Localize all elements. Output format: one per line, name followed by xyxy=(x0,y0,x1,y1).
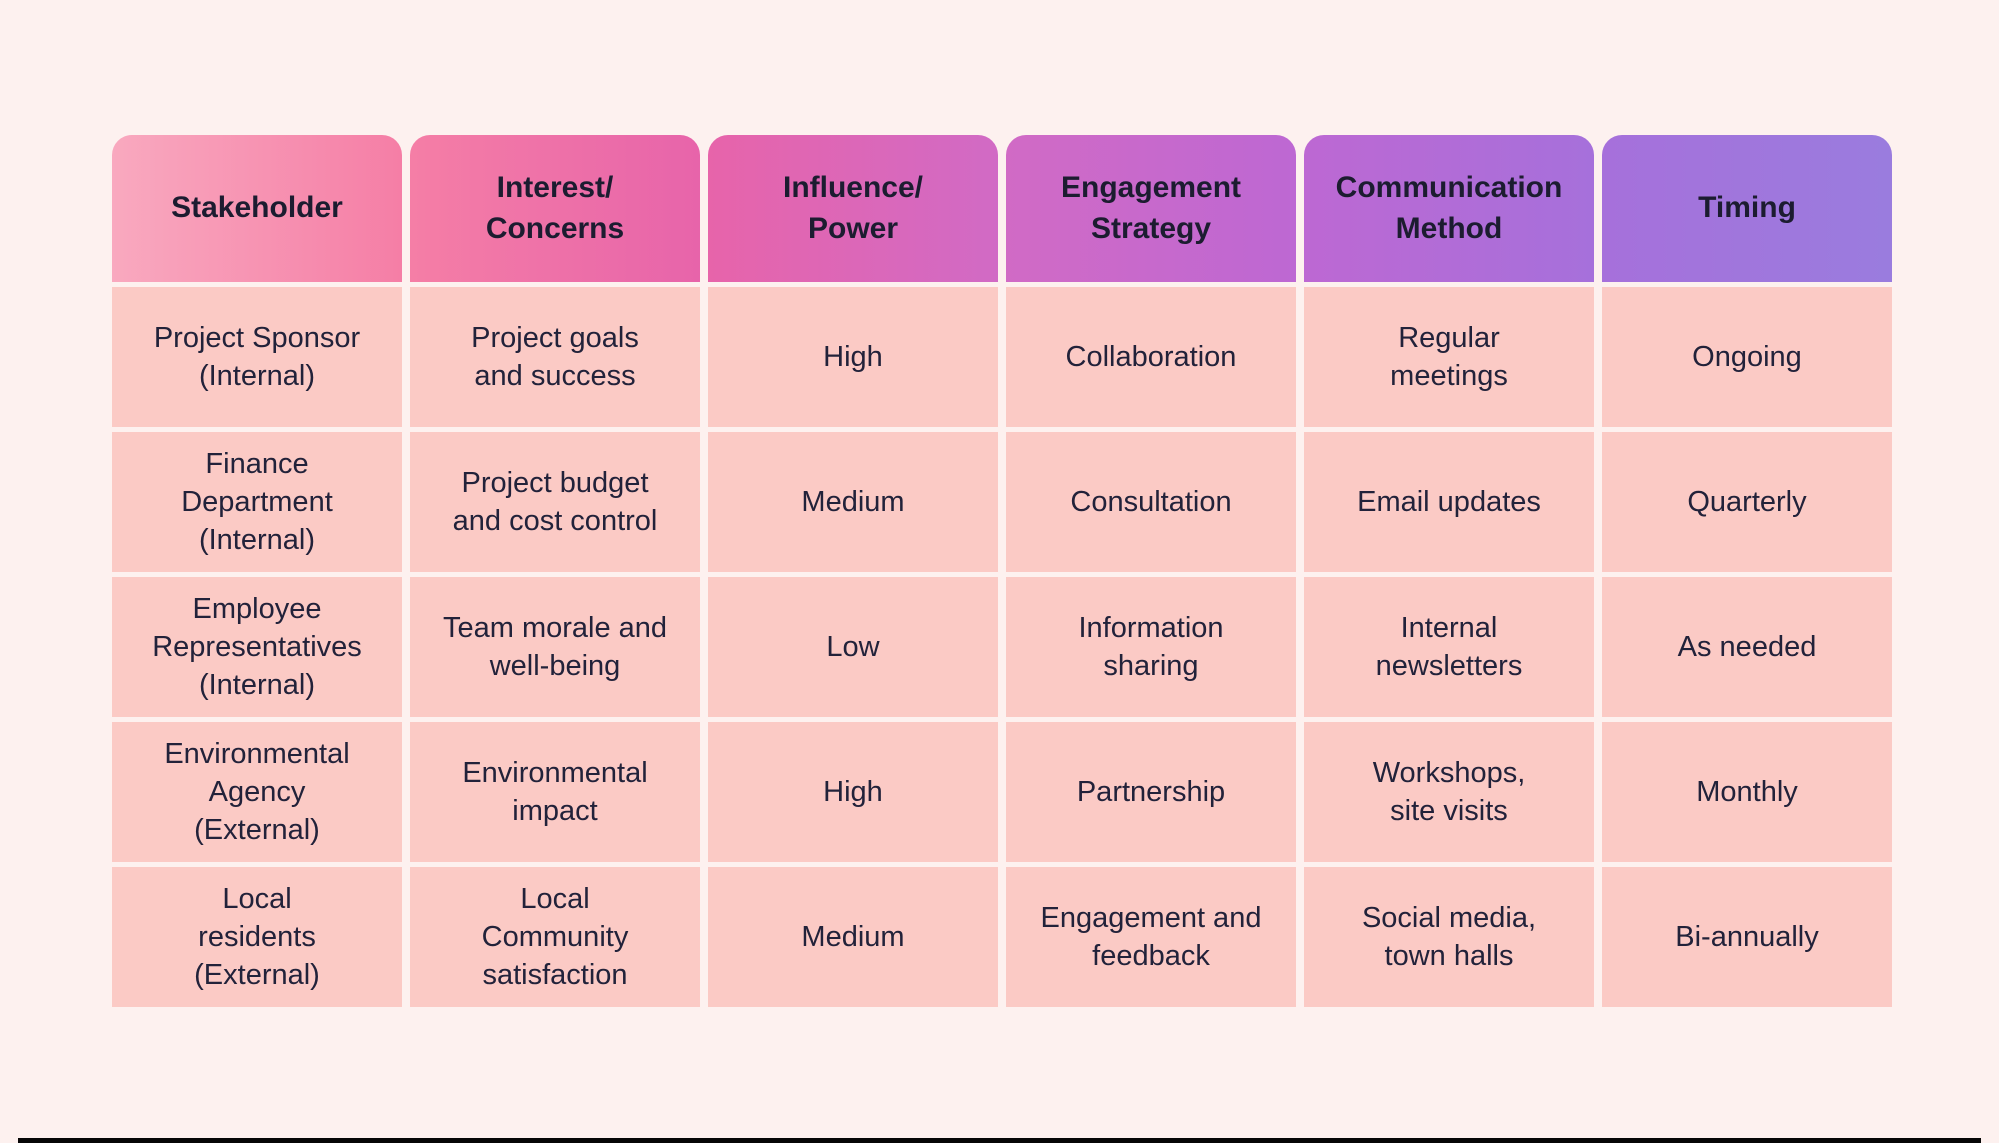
header-cell-timing: Timing xyxy=(1602,135,1892,282)
bottom-divider-bar xyxy=(18,1138,1981,1143)
table-cell: Monthly xyxy=(1602,722,1892,862)
table-cell: Employee Representatives (Internal) xyxy=(112,577,402,717)
table-cell: Local residents (External) xyxy=(112,867,402,1007)
table-cell: High xyxy=(708,722,998,862)
table-cell: Information sharing xyxy=(1006,577,1296,717)
header-cell-communication-method: Communication Method xyxy=(1304,135,1594,282)
table-cell: Quarterly xyxy=(1602,432,1892,572)
table-cell: Ongoing xyxy=(1602,287,1892,427)
table-cell: Partnership xyxy=(1006,722,1296,862)
table-cell: Consultation xyxy=(1006,432,1296,572)
table-cell: Project Sponsor (Internal) xyxy=(112,287,402,427)
table-cell: High xyxy=(708,287,998,427)
table-cell: Environmental impact xyxy=(410,722,700,862)
table-cell: Team morale and well-being xyxy=(410,577,700,717)
table-cell: Project budget and cost control xyxy=(410,432,700,572)
table-cell: Local Community satisfaction xyxy=(410,867,700,1007)
table-cell: Bi-annually xyxy=(1602,867,1892,1007)
table-cell: Medium xyxy=(708,432,998,572)
table-cell: Low xyxy=(708,577,998,717)
table-cell: Regular meetings xyxy=(1304,287,1594,427)
table-cell: Email updates xyxy=(1304,432,1594,572)
header-cell-engagement-strategy: Engagement Strategy xyxy=(1006,135,1296,282)
table-cell: Medium xyxy=(708,867,998,1007)
table-cell: Finance Department (Internal) xyxy=(112,432,402,572)
table-cell: As needed xyxy=(1602,577,1892,717)
header-cell-interest-concerns: Interest/ Concerns xyxy=(410,135,700,282)
table-cell: Engagement and feedback xyxy=(1006,867,1296,1007)
header-cell-influence-power: Influence/ Power xyxy=(708,135,998,282)
stakeholder-table: Stakeholder Interest/ Concerns Influence/ … xyxy=(112,135,1892,1007)
header-cell-stakeholder: Stakeholder xyxy=(112,135,402,282)
table-cell: Project goals and success xyxy=(410,287,700,427)
table-cell: Collaboration xyxy=(1006,287,1296,427)
table-cell: Internal newsletters xyxy=(1304,577,1594,717)
table-cell: Workshops, site visits xyxy=(1304,722,1594,862)
table-cell: Environmental Agency (External) xyxy=(112,722,402,862)
table-cell: Social media, town halls xyxy=(1304,867,1594,1007)
